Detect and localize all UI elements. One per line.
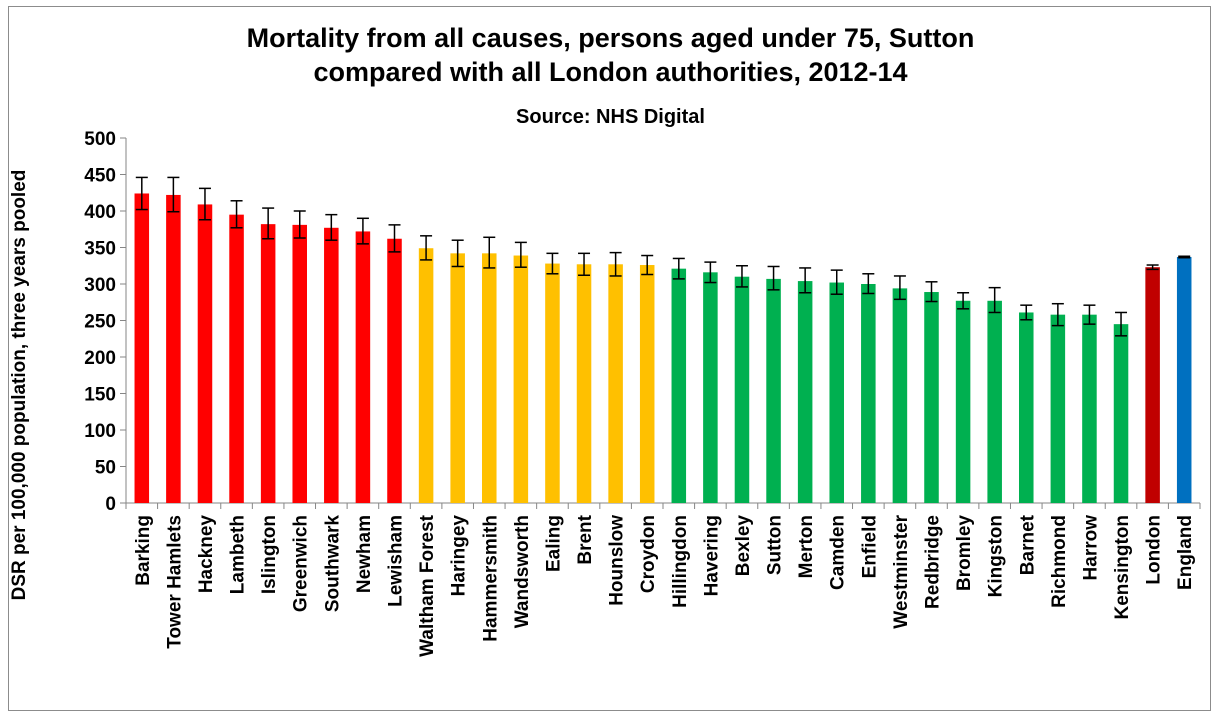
x-tick-label: Hounslow — [607, 515, 628, 606]
bar — [766, 279, 781, 503]
bar — [672, 269, 687, 503]
x-tick-label: Haringey — [449, 515, 470, 597]
x-tick-label: Kensington — [1112, 515, 1133, 620]
y-tick-label: 250 — [84, 312, 116, 333]
bar — [450, 253, 465, 503]
x-tick-label: Brent — [575, 514, 596, 564]
x-tick-label: England — [1175, 515, 1196, 590]
x-tick-label: Ealing — [543, 515, 564, 572]
bar — [798, 281, 813, 503]
bar — [640, 265, 655, 503]
x-tick-label: Kingston — [986, 515, 1007, 597]
bar — [482, 253, 497, 503]
x-tick-label: Redbridge — [923, 515, 944, 609]
x-tick-label: Newham — [354, 515, 375, 593]
x-tick-label: Hillingdon — [670, 515, 691, 608]
y-tick-label: 200 — [84, 348, 116, 369]
bar — [324, 228, 339, 503]
bar — [608, 264, 623, 503]
bar — [135, 193, 150, 503]
x-tick-label: Islington — [259, 515, 280, 594]
x-tick-label: Hackney — [196, 515, 217, 594]
bar — [829, 283, 844, 503]
x-tick-label: Havering — [701, 515, 722, 596]
y-tick-label: 450 — [84, 166, 116, 187]
bar — [514, 256, 529, 503]
x-tick-label: Westminster — [891, 514, 912, 628]
x-tick-label: Lewisham — [386, 515, 407, 607]
y-tick-label: 100 — [84, 421, 116, 442]
x-tick-label: Barking — [133, 515, 154, 586]
y-tick-label: 150 — [84, 385, 116, 406]
x-tick-label: Camden — [828, 515, 849, 590]
bar — [1082, 315, 1097, 503]
x-tick-label: Enfield — [859, 515, 880, 578]
x-tick-label: Tower Hamlets — [164, 515, 185, 649]
bar — [261, 224, 276, 503]
bar — [987, 301, 1002, 503]
bar — [229, 215, 244, 503]
bar — [292, 225, 307, 503]
y-tick-label: 50 — [95, 458, 116, 479]
y-tick-label: 0 — [105, 494, 116, 515]
bar — [545, 264, 560, 503]
y-tick-label: 400 — [84, 202, 116, 223]
x-tick-label: Bromley — [954, 515, 975, 591]
x-tick-label: Greenwich — [291, 515, 312, 612]
x-tick-label: Harrow — [1080, 515, 1101, 581]
x-tick-label: Waltham Forest — [417, 514, 438, 656]
x-tick-label: Hammersmith — [480, 515, 501, 642]
x-tick-label: Barnet — [1017, 514, 1038, 575]
x-tick-label: London — [1144, 515, 1165, 585]
x-tick-label: Lambeth — [228, 515, 249, 594]
x-tick-label: Bexley — [733, 515, 754, 577]
bar — [924, 292, 939, 503]
x-tick-label: Sutton — [765, 515, 786, 575]
x-tick-label: Richmond — [1049, 515, 1070, 608]
y-tick-label: 350 — [84, 239, 116, 260]
x-tick-label: Croydon — [638, 515, 659, 593]
bar — [1114, 324, 1129, 503]
bar — [419, 248, 434, 503]
y-tick-label: 300 — [84, 275, 116, 296]
bar — [1019, 312, 1034, 503]
bar — [387, 239, 402, 503]
bar — [956, 301, 971, 503]
bar — [1145, 267, 1160, 503]
bar — [1177, 257, 1192, 503]
x-tick-label: Southwark — [322, 515, 343, 613]
bar — [703, 272, 718, 503]
bar — [198, 204, 213, 503]
x-tick-label: Merton — [796, 515, 817, 578]
bar — [1051, 315, 1066, 503]
bar — [735, 277, 750, 503]
y-tick-label: 500 — [84, 129, 116, 150]
x-tick-label: Wandsworth — [512, 515, 533, 628]
bar — [166, 195, 181, 503]
bar — [861, 284, 876, 503]
bar — [893, 288, 908, 503]
bar — [577, 264, 592, 503]
bar — [356, 231, 371, 503]
